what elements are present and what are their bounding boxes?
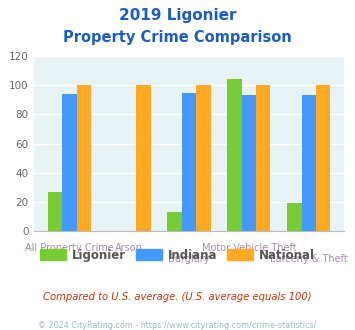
Bar (301, 95, 316, 231)
Text: Motor Vehicle Theft: Motor Vehicle Theft (202, 243, 296, 253)
Text: Larceny & Theft: Larceny & Theft (270, 254, 348, 264)
Text: All Property Crime: All Property Crime (25, 243, 114, 253)
Bar (227, 80, 242, 231)
Text: Compared to U.S. average. (U.S. average equals 100): Compared to U.S. average. (U.S. average … (43, 292, 312, 302)
Bar (77, 85, 91, 231)
Text: Burglary: Burglary (168, 254, 210, 264)
Bar (168, 212, 182, 231)
Bar (287, 203, 301, 231)
Bar (256, 85, 271, 231)
Legend: Ligonier, Indiana, National: Ligonier, Indiana, National (36, 244, 319, 266)
Bar (196, 85, 211, 231)
Text: © 2024 CityRating.com - https://www.cityrating.com/crime-statistics/: © 2024 CityRating.com - https://www.city… (38, 321, 317, 330)
Bar (316, 85, 330, 231)
Bar (182, 92, 196, 231)
Bar (62, 94, 77, 231)
Bar (136, 85, 151, 231)
Text: Property Crime Comparison: Property Crime Comparison (63, 30, 292, 45)
Bar (242, 95, 256, 231)
Bar (48, 192, 62, 231)
Text: Arson: Arson (115, 243, 143, 253)
Text: 2019 Ligonier: 2019 Ligonier (119, 8, 236, 23)
